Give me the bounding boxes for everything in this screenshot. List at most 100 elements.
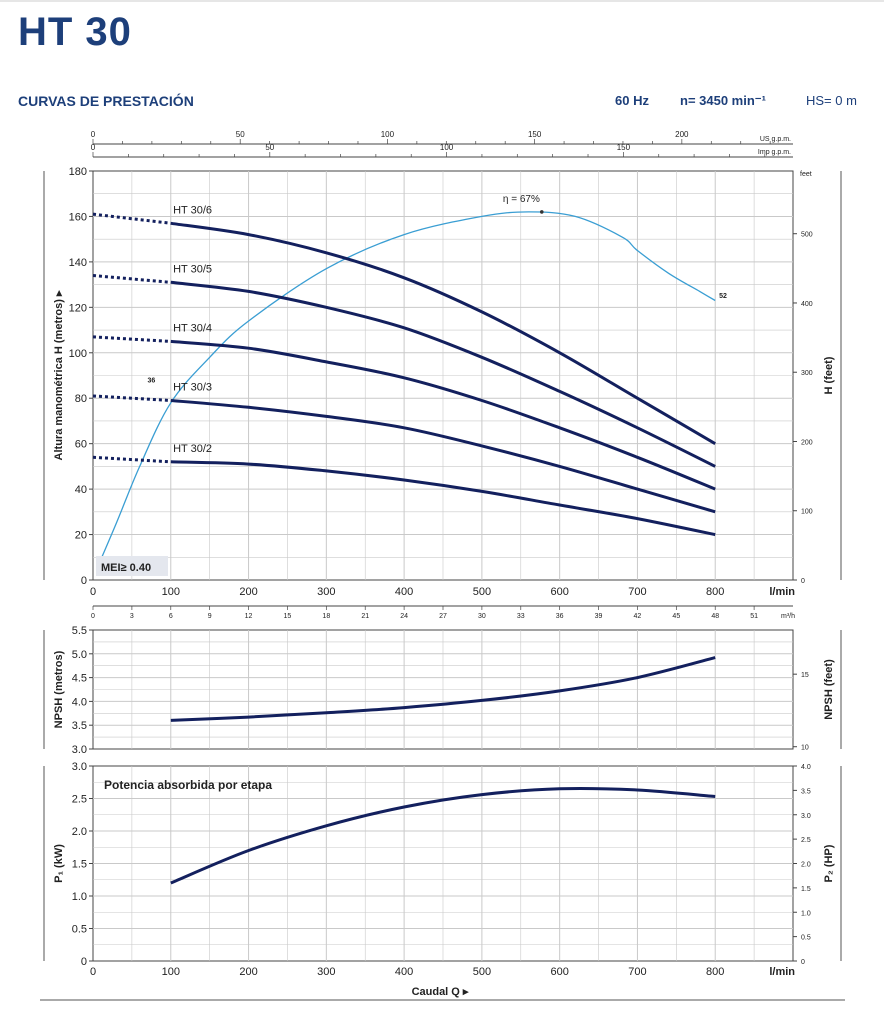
m3h-tick-label: 3 (130, 613, 134, 620)
head-x-tick-label: 100 (162, 586, 180, 598)
efficiency-end-label: 52 (719, 293, 727, 300)
npsh-y2-tick-label: 15 (801, 672, 809, 679)
power-chart-title: Potencia absorbida por etapa (104, 778, 272, 792)
power-x-tick-label: 0 (90, 966, 96, 978)
head-curve-dashed-start (92, 394, 171, 402)
head-x-unit: l/min (769, 586, 795, 598)
power-y2-tick-label: 1.5 (801, 886, 811, 893)
head-y-tick-label: 100 (69, 348, 87, 360)
section-subtitle: CURVAS DE PRESTACIÓN (18, 93, 194, 109)
power-y2-tick-label: 2.0 (801, 862, 811, 869)
npsh-y-axis-title: NPSH (metros) (53, 650, 65, 728)
top-axis-label: 50 (236, 130, 245, 139)
power-y2-tick-label: 2.5 (801, 837, 811, 844)
m3h-tick-label: 9 (208, 613, 212, 620)
power-y2-tick-label: 3.5 (801, 788, 811, 795)
head-right-unit: feet (800, 171, 812, 178)
power-y2-tick-label: 4.0 (801, 764, 811, 771)
npsh-y-tick-label: 4.0 (72, 696, 87, 708)
head-curve (170, 460, 716, 537)
top-axis-label: 100 (440, 143, 454, 152)
head-y2-tick-label: 200 (801, 439, 813, 446)
power-y-tick-label: 1.5 (72, 859, 87, 871)
head-y2-tick-label: 400 (801, 301, 813, 308)
power-y2-axis-title: P₂ (HP) (823, 844, 835, 882)
efficiency-peak-marker (539, 210, 544, 214)
power-x-tick-label: 700 (628, 966, 646, 978)
efficiency-curve (96, 211, 716, 569)
npsh-y-tick-label: 4.5 (72, 673, 87, 685)
head-x-tick-label: 300 (317, 586, 335, 598)
efficiency-start-label: 36 (147, 377, 155, 384)
head-curve (170, 339, 716, 491)
power-x-tick-label: 600 (550, 966, 568, 978)
head-curve-label: HT 30/4 (173, 322, 212, 334)
m3h-tick-label: 0 (91, 613, 95, 620)
head-x-tick-label: 0 (90, 586, 96, 598)
top-axis-label: 100 (381, 130, 395, 139)
head-y2-tick-label: 500 (801, 232, 813, 239)
head-y2-axis-title: H (feet) (823, 356, 835, 394)
m3h-tick-label: 48 (711, 613, 719, 620)
power-y2-tick-label: 0 (801, 959, 805, 966)
power-y-tick-label: 1.0 (72, 891, 87, 903)
power-y-axis-title: P₁ (kW) (53, 844, 65, 883)
head-curve-label: HT 30/5 (173, 263, 212, 275)
head-y2-tick-label: 300 (801, 370, 813, 377)
head-x-tick-label: 700 (628, 586, 646, 598)
top-axis-label: 0 (91, 143, 96, 152)
npsh-curve (170, 656, 716, 722)
power-x-tick-label: 800 (706, 966, 724, 978)
power-x-tick-label: 300 (317, 966, 335, 978)
top-axis-label: 200 (675, 130, 689, 139)
power-y-tick-label: 3.0 (72, 761, 87, 773)
top-axis-unit: Imp g.p.m. (758, 149, 791, 156)
top-axis-label: 150 (528, 130, 542, 139)
m3h-unit: m³/h (781, 613, 795, 620)
power-x-tick-label: 200 (239, 966, 257, 978)
head-y-axis-title: Altura manométrica H (metros) ▸ (53, 290, 65, 460)
npsh-y2-tick-label: 10 (801, 745, 809, 752)
mei-box (96, 556, 168, 576)
power-x-unit: l/min (769, 966, 795, 978)
head-y-tick-label: 20 (75, 530, 87, 542)
head-curve-dashed-start (92, 212, 171, 225)
head-y-tick-label: 40 (75, 484, 87, 496)
head-x-tick-label: 500 (473, 586, 491, 598)
head-y-tick-label: 140 (69, 257, 87, 269)
top-axis-label: 0 (91, 130, 96, 139)
power-y-tick-label: 2.0 (72, 826, 87, 838)
head-curve-dashed-start (92, 455, 171, 464)
head-y2-tick-label: 0 (801, 578, 805, 585)
m3h-tick-label: 45 (672, 613, 680, 620)
m3h-tick-label: 33 (517, 613, 525, 620)
head-curve (170, 399, 716, 514)
m3h-tick-label: 36 (556, 613, 564, 620)
power-y2-tick-label: 3.0 (801, 813, 811, 820)
frequency-label: 60 Hz (615, 93, 649, 108)
power-y2-tick-label: 0.5 (801, 935, 811, 942)
power-curve (170, 786, 716, 885)
head-y-tick-label: 120 (69, 302, 87, 314)
top-axis-unit: US g.p.m. (760, 136, 791, 143)
head-curve-dashed-start (92, 274, 171, 284)
hs-label: HS= 0 m (806, 93, 857, 108)
power-y2-tick-label: 1.0 (801, 910, 811, 917)
head-x-tick-label: 400 (395, 586, 413, 598)
top-axis-label: 150 (617, 143, 631, 152)
head-y-tick-label: 0 (81, 575, 87, 587)
npsh-y2-axis-title: NPSH (feet) (823, 659, 835, 720)
head-curve-label: HT 30/3 (173, 381, 212, 393)
m3h-tick-label: 15 (284, 613, 292, 620)
m3h-tick-label: 21 (361, 613, 369, 620)
head-y2-tick-label: 100 (801, 509, 813, 516)
m3h-tick-label: 24 (400, 613, 408, 620)
head-y-tick-label: 80 (75, 393, 87, 405)
m3h-tick-label: 42 (634, 613, 642, 620)
m3h-tick-label: 18 (322, 613, 330, 620)
m3h-tick-label: 51 (750, 613, 758, 620)
head-curve-label: HT 30/2 (173, 443, 212, 455)
m3h-tick-label: 12 (245, 613, 253, 620)
head-y-tick-label: 60 (75, 439, 87, 451)
